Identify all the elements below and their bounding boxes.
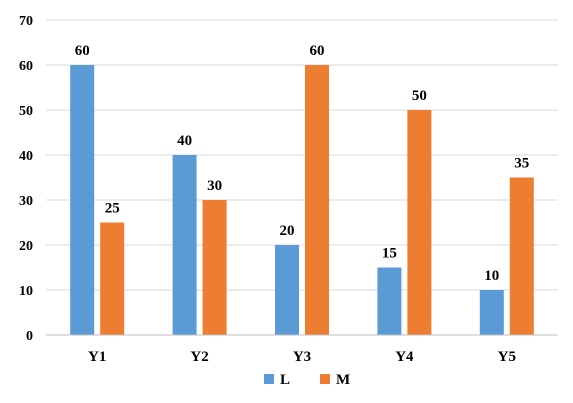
data-label-M-Y4: 50 xyxy=(412,88,427,104)
data-label-L-Y4: 15 xyxy=(382,246,397,262)
x-tick-label: Y2 xyxy=(190,349,208,365)
bar-M-Y1 xyxy=(100,222,125,335)
bar-M-Y3 xyxy=(305,65,329,335)
y-tick-label: 50 xyxy=(19,104,33,119)
y-tick-label: 70 xyxy=(19,14,33,29)
data-label-L-Y1: 60 xyxy=(75,43,90,59)
y-tick-label: 30 xyxy=(19,194,33,209)
data-label-L-Y2: 40 xyxy=(177,133,192,149)
bar-L-Y4 xyxy=(377,267,402,335)
bar-M-Y4 xyxy=(407,110,432,335)
bar-M-Y5 xyxy=(509,177,534,335)
data-label-M-Y5: 35 xyxy=(514,156,529,172)
legend-swatch-L xyxy=(264,374,274,384)
y-tick-label: 0 xyxy=(26,329,33,344)
x-tick-label: Y1 xyxy=(88,349,106,365)
bar-L-Y3 xyxy=(275,245,299,335)
legend-label-L: L xyxy=(280,372,290,388)
y-tick-label: 20 xyxy=(19,239,33,254)
data-label-M-Y2: 30 xyxy=(207,178,222,194)
x-axis: Y1 Y2 Y3 Y4 Y5 xyxy=(46,334,558,365)
y-tick-label: 60 xyxy=(19,59,33,74)
gridlines xyxy=(46,19,558,291)
legend-swatch-M xyxy=(320,374,330,384)
legend-label-M: M xyxy=(336,372,350,388)
x-tick-label: Y5 xyxy=(498,349,516,365)
data-labels: 60 25 40 30 20 60 15 50 10 35 xyxy=(75,43,530,284)
bar-L-Y2 xyxy=(172,155,197,335)
data-label-M-Y1: 25 xyxy=(105,201,120,217)
y-tick-label: 10 xyxy=(19,284,33,299)
bars xyxy=(70,65,534,335)
x-tick-label: Y3 xyxy=(293,349,311,365)
y-tick-label: 40 xyxy=(19,149,33,164)
bar-L-Y5 xyxy=(479,290,504,335)
x-tick-label: Y4 xyxy=(395,349,414,365)
y-axis-ticks: 0 10 20 30 40 50 60 70 xyxy=(19,14,33,344)
data-label-M-Y3: 60 xyxy=(310,43,325,59)
bar-M-Y2 xyxy=(202,200,227,335)
data-label-L-Y3: 20 xyxy=(280,223,295,239)
data-label-L-Y5: 10 xyxy=(484,268,499,284)
bar-L-Y1 xyxy=(70,65,95,335)
